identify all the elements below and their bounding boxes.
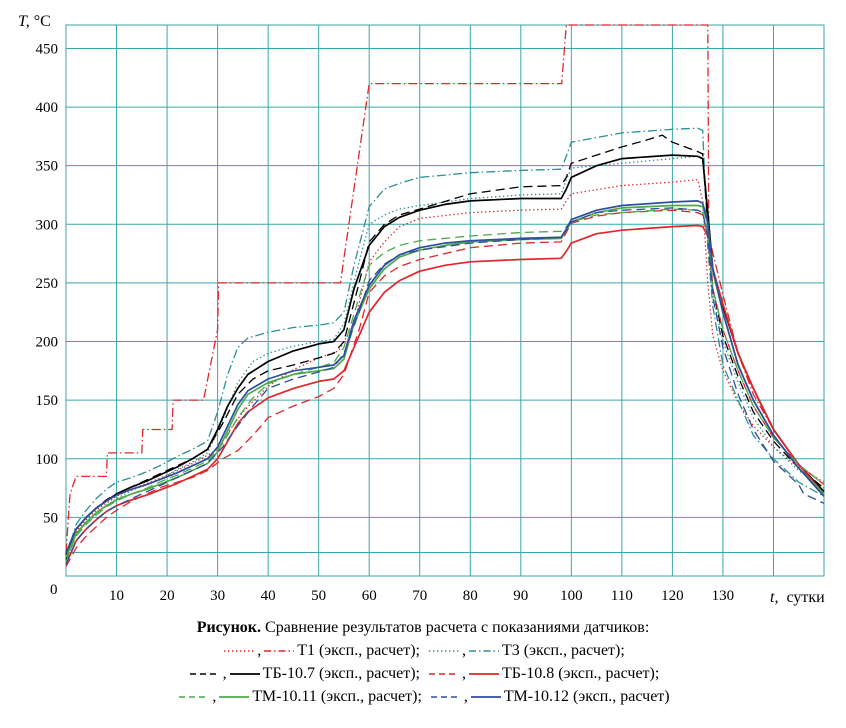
y-axis-symbol: T, [18, 13, 30, 30]
x-tick-label: 130 [712, 588, 735, 604]
legend-entry: , ТБ-10.7 (эксп., расчет); [187, 665, 420, 682]
caption-title-line: Рисунок. Сравнение результатов расчета с… [0, 616, 846, 639]
legend-entry-label: ТМ-10.11 (эксп., расчет); [252, 688, 422, 705]
plot-frame [65, 24, 825, 577]
x-tick-label: 120 [661, 588, 684, 604]
y-tick-label: 150 [36, 393, 59, 409]
legend-swatch [469, 673, 499, 676]
series-line-6 [65, 209, 825, 567]
x-tick-label: 110 [611, 588, 633, 604]
x-tick-label: 80 [463, 588, 478, 604]
x-axis-label: t, сутки [770, 589, 825, 606]
legend-entry: , T1 (эксп., расчет); [221, 642, 420, 659]
x-tick-label: 90 [513, 588, 528, 604]
legend-entry-label: ТБ-10.8 (эксп., расчет); [502, 665, 660, 682]
y-tick-label: 350 [36, 159, 59, 175]
legend-swatch [264, 650, 295, 653]
series-line-10 [65, 207, 825, 565]
caption-prefix: Рисунок. [196, 619, 262, 636]
x-tick-label: 10 [109, 588, 124, 604]
y-tick-label: 250 [36, 276, 59, 292]
x-tick-label: 100 [560, 588, 583, 604]
y-axis-label: T, °C [18, 13, 51, 30]
series-line-5 [65, 154, 825, 556]
y-tick-label: 400 [36, 100, 59, 116]
x-axis-symbol: t, [770, 589, 778, 606]
legend-swatch [219, 696, 250, 699]
legend-entry-label: T3 (эксп., расчет); [502, 642, 625, 659]
chart-series [65, 24, 825, 567]
y-tick-label: 200 [36, 335, 59, 351]
legend-swatch [470, 696, 501, 699]
series-line-4 [65, 134, 825, 560]
y-tick-label: 50 [43, 510, 58, 526]
legend-line-1: , ТБ-10.7 (эксп., расчет); , ТБ-10.8 (эксп.… [0, 662, 846, 685]
x-axis-unit: сутки [786, 589, 825, 606]
series-line-3 [65, 127, 825, 558]
x-tick-label: 20 [160, 588, 175, 604]
legend-swatch [469, 650, 499, 653]
legend-entry: , ТМ-10.12 (эксп., расчет) [428, 688, 670, 705]
legend-swatch [179, 696, 210, 699]
y-tick-label: 300 [36, 217, 59, 233]
legend-swatch [430, 696, 461, 699]
x-tick-label: 70 [412, 588, 427, 604]
x-tick-label: 40 [261, 588, 276, 604]
chart-ticks: 10 20 30 40 50 60 70 80 90 100 110 120 130 50 100 150 20… [36, 41, 735, 604]
figure-caption: Рисунок. Сравнение результатов расчета с… [0, 616, 846, 708]
series-line-7 [65, 224, 825, 565]
chart-grid [65, 24, 825, 577]
x-tick-label: 30 [210, 588, 225, 604]
y-axis-unit: °C [34, 13, 51, 30]
x-tick-label: 60 [362, 588, 377, 604]
legend: , T1 (эксп., расчет); , T3 (эксп., расчет);… [0, 639, 846, 708]
legend-swatch [229, 673, 260, 676]
legend-entry: , ТБ-10.8 (эксп., расчет); [426, 665, 659, 682]
legend-swatch [189, 673, 220, 676]
x-tick-label: 50 [311, 588, 326, 604]
series-line-11 [65, 200, 825, 553]
origin-label: 0 [50, 582, 58, 598]
series-line-2 [65, 155, 825, 563]
series-line-1 [65, 24, 825, 553]
legend-entry-label: ТМ-10.12 (эксп., расчет) [503, 688, 670, 705]
legend-entry: , ТМ-10.11 (эксп., расчет); [176, 688, 422, 705]
y-tick-label: 450 [36, 41, 59, 57]
legend-swatch [224, 650, 255, 653]
y-tick-label: 100 [36, 452, 59, 468]
legend-entry-label: ТБ-10.7 (эксп., расчет); [262, 665, 420, 682]
legend-entry-label: T1 (эксп., расчет); [297, 642, 420, 659]
legend-line-2: , ТМ-10.11 (эксп., расчет); , ТМ-10.12 (экс… [0, 685, 846, 708]
legend-swatch [429, 650, 459, 653]
legend-swatch [429, 673, 459, 676]
caption-text: Сравнение результатов расчета с показани… [265, 619, 650, 636]
legend-line-0: , T1 (эксп., расчет); , T3 (эксп., расчет); [0, 639, 846, 662]
legend-entry: , T3 (эксп., расчет); [426, 642, 625, 659]
